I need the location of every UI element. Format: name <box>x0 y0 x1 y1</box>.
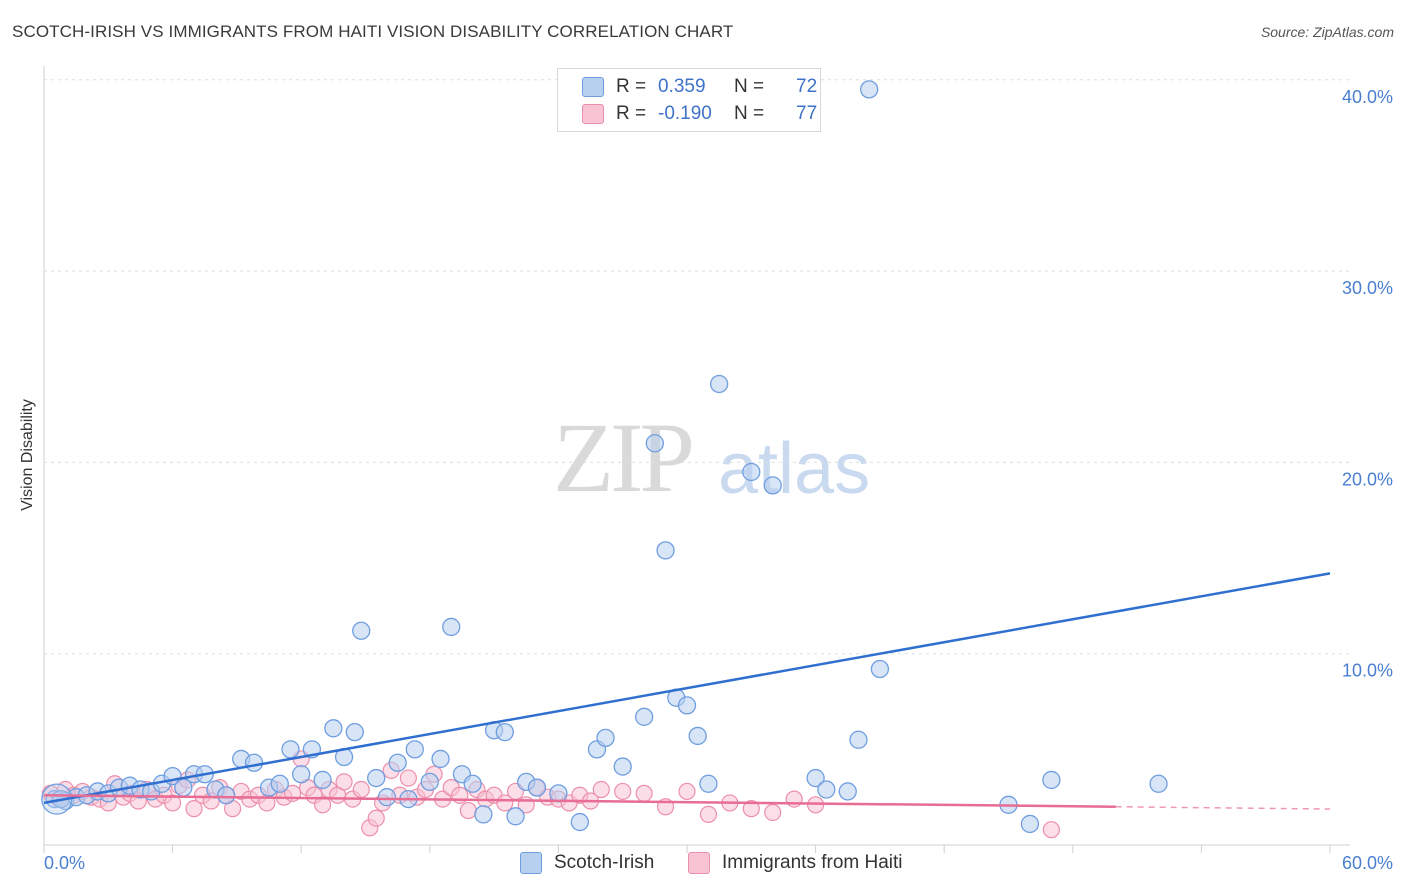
x-tick-label: 60.0% <box>1342 853 1393 873</box>
haiti-point <box>352 780 370 799</box>
haiti-point <box>1042 821 1060 839</box>
scotch-irish-point <box>763 476 782 495</box>
blue-swatch <box>582 77 604 97</box>
n-label: N = <box>734 103 765 124</box>
n-value: 72 <box>796 76 818 97</box>
scotch-irish-point <box>527 778 547 797</box>
pink-swatch <box>582 104 604 124</box>
pink-swatch <box>688 852 710 874</box>
scotch-irish-point <box>388 753 407 772</box>
scotch-irish-point <box>656 541 675 560</box>
y-tick-label: 10.0% <box>1342 661 1393 681</box>
haiti-point <box>314 796 332 814</box>
haiti-point <box>185 800 203 818</box>
scotch-irish-point <box>474 805 493 824</box>
scotch-irish-point <box>270 774 289 793</box>
haiti-point <box>399 769 417 787</box>
haiti-point <box>164 794 182 812</box>
scotch-irish-point <box>431 749 450 769</box>
legend-item-scotch-irish: Scotch-Irish <box>520 852 654 874</box>
haiti-point <box>785 790 803 808</box>
haiti-point <box>699 805 718 823</box>
haiti-point <box>335 773 353 791</box>
haiti-point <box>742 800 760 818</box>
scotch-irish-point <box>345 722 364 742</box>
scotch-irish-point <box>838 782 857 801</box>
scotch-irish-point <box>244 753 264 772</box>
correlation-legend: R = 0.359 N = 72 R = -0.190 N = 77 <box>557 68 821 132</box>
r-label: R = <box>616 103 647 124</box>
y-tick-label: 30.0% <box>1342 278 1393 298</box>
scotch-irish-point <box>860 80 879 99</box>
scotch-irish-point <box>495 722 514 742</box>
scotch-irish-point <box>596 728 615 748</box>
y-tick-label: 20.0% <box>1342 469 1393 489</box>
n-label: N = <box>734 76 765 97</box>
legend-label: Immigrants from Haiti <box>722 852 903 873</box>
y-tick-label: 40.0% <box>1342 87 1393 107</box>
scotch-irish-point <box>710 374 729 394</box>
r-value: -0.190 <box>658 103 712 124</box>
scotch-irish-point <box>1020 814 1040 834</box>
haiti-point <box>635 784 653 802</box>
scotch-irish-point <box>367 768 386 788</box>
haiti-point <box>592 780 610 799</box>
chart-title: SCOTCH-IRISH VS IMMIGRANTS FROM HAITI VI… <box>12 22 734 41</box>
y-tick-labels: 10.0% 20.0% 30.0% 40.0% <box>1342 87 1393 681</box>
scotch-irish-point <box>281 740 300 759</box>
scotch-irish-point <box>634 707 654 726</box>
scotch-irish-point <box>688 726 707 746</box>
legend-item-haiti: Immigrants from Haiti <box>688 852 903 874</box>
scotch-irish-point <box>405 740 424 759</box>
haiti-trendline-extension <box>1115 805 1331 810</box>
watermark-zip: ZIP <box>553 402 695 513</box>
scotch-irish-point <box>849 730 868 749</box>
scotch-irish-trendline <box>43 572 1331 805</box>
scotch-irish-point <box>313 770 332 790</box>
scotch-irish-point <box>870 659 890 679</box>
trend-lines <box>43 572 1331 810</box>
haiti-point <box>678 782 696 801</box>
scotch-irish-point <box>645 434 664 453</box>
scotch-irish-point <box>217 786 236 805</box>
r-value: 0.359 <box>658 76 706 97</box>
x-tick-label: 0.0% <box>44 853 85 873</box>
scotch-irish-point <box>324 719 343 738</box>
scotch-irish-point <box>506 807 525 826</box>
scotch-irish-point <box>1042 770 1061 790</box>
scotch-irish-point <box>677 696 697 715</box>
scotch-irish-point <box>352 621 371 640</box>
blue-swatch <box>520 852 542 874</box>
x-tick-labels: 0.0% 60.0% <box>44 853 1393 873</box>
scotch-irish-point <box>806 768 825 788</box>
scotch-irish-point <box>549 784 568 803</box>
scotch-irish-point <box>570 812 589 832</box>
haiti-point <box>367 809 385 827</box>
haiti-trendline <box>43 794 1116 808</box>
scotch-irish-point <box>742 462 761 482</box>
scotch-irish-point <box>442 617 461 637</box>
source-label: Source: ZipAtlas.com <box>1260 24 1394 40</box>
scotch-irish-point <box>292 765 311 784</box>
haiti-point <box>764 803 782 822</box>
scotch-irish-point <box>1149 774 1168 793</box>
r-label: R = <box>616 76 647 97</box>
n-value: 77 <box>796 103 818 124</box>
haiti-point <box>459 801 477 820</box>
scotch-irish-point <box>463 774 482 793</box>
scotch-irish-points <box>41 80 1168 834</box>
haiti-point <box>614 782 632 801</box>
scotch-irish-point <box>699 774 718 793</box>
scotch-irish-point <box>817 780 836 799</box>
legend-label: Scotch-Irish <box>554 852 655 873</box>
scotch-irish-point <box>377 788 397 807</box>
scotch-irish-point <box>613 757 632 776</box>
scotch-irish-point <box>420 772 439 792</box>
